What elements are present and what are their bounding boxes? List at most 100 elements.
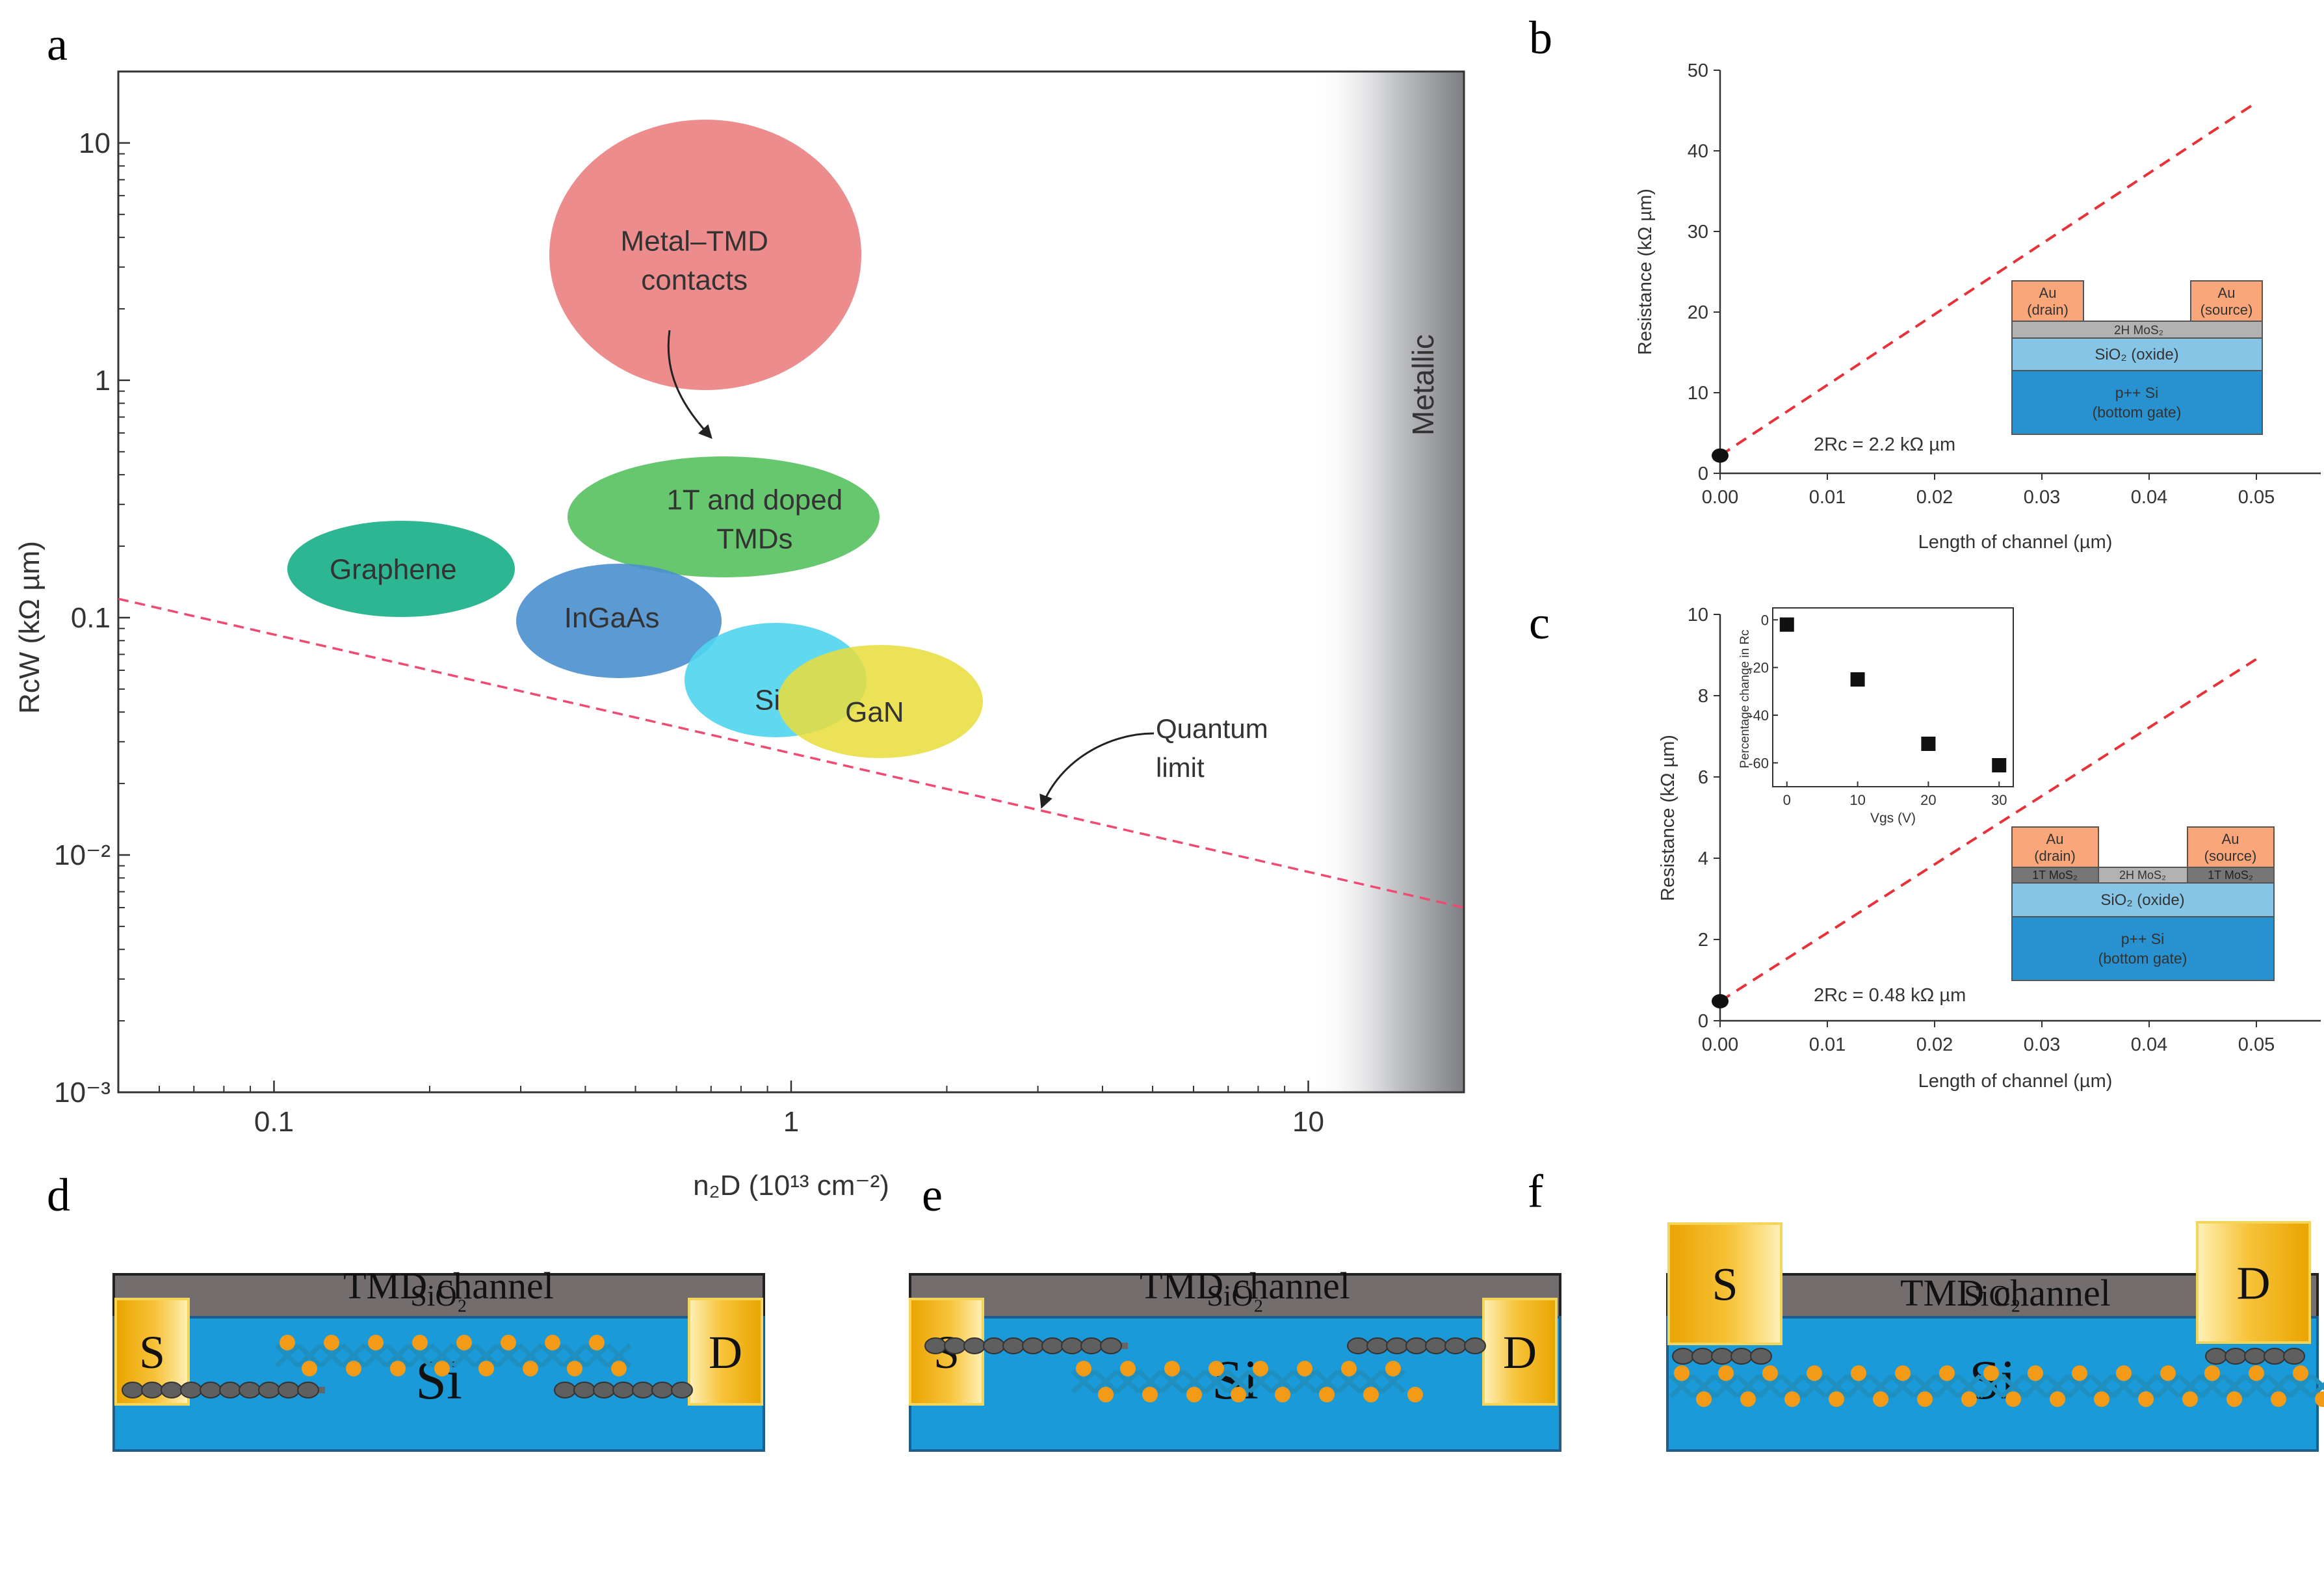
tmd-bond: [1868, 1374, 1894, 1399]
graphene-atom: [983, 1337, 1005, 1354]
tmd-bond: [2243, 1374, 2269, 1399]
graphene-atom: [141, 1382, 163, 1399]
chalcogen-atom: [1186, 1387, 1202, 1402]
panel-a-y-tick-label: 1: [95, 365, 111, 397]
tmd-bond: [1159, 1369, 1185, 1394]
panel-d-graphene-left: [122, 1382, 325, 1399]
graphene-atom: [278, 1382, 300, 1399]
panel-b-mos2-label: 2H MoS₂: [2114, 324, 2163, 337]
panel-label-c: c: [1529, 597, 1550, 649]
graphene-atom: [671, 1382, 693, 1399]
chalcogen-atom: [390, 1361, 406, 1376]
graphene-atom: [2205, 1348, 2227, 1365]
chalcogen-atom: [2028, 1365, 2043, 1381]
panel-c-inset-x-tick-label: 20: [1920, 792, 1936, 808]
tmd-bond: [1956, 1374, 1982, 1399]
chalcogen-atom: [2226, 1391, 2242, 1407]
graphene-atom: [1672, 1348, 1694, 1365]
panel-d-drain-contact-label: D: [709, 1326, 742, 1378]
panel-c-inset-points: [1779, 617, 2007, 772]
tmd-bond: [1978, 1374, 2004, 1399]
panel-e-substrate-sio2: [909, 1273, 1561, 1319]
panel-c-source-label-1: Au: [2222, 831, 2239, 847]
panel-c-chart: 0.00 0.01 0.02 0.03 0.04 0.05 0 2 4 6 8 10 2Rc = 0.…: [1658, 605, 2321, 1092]
chalcogen-atom: [1696, 1391, 1712, 1407]
panel-b-device-inset: Au (drain) Au (source) 2H MoS₂ SiO₂ (oxi…: [2011, 280, 2263, 435]
chalcogen-atom: [1718, 1365, 1734, 1381]
tmd-bond: [1071, 1369, 1097, 1394]
chalcogen-atom: [1829, 1391, 1844, 1407]
panel-f-source-contact-label: S: [1712, 1259, 1738, 1311]
panel-c-inset-data-point: [1992, 758, 2007, 772]
tmd-bond: [341, 1343, 367, 1368]
panel-e-substrate-sio2-label: SiO₂: [1207, 1279, 1264, 1312]
panel-b-ticks: 0.00 0.01 0.02 0.03 0.04 0.05 0 10 20 30 40 50: [1688, 60, 2275, 508]
panel-b-y-tick-label: 10: [1688, 383, 1708, 404]
panel-c-ticks: 0.00 0.01 0.02 0.03 0.04 0.05 0 2 4 6 8 10: [1688, 605, 2275, 1055]
panel-c-y-tick-label: 4: [1698, 848, 1708, 869]
tmd-bond: [495, 1343, 521, 1368]
tmd-bond: [562, 1343, 588, 1368]
graphene-atom: [651, 1382, 673, 1399]
graphene-atom: [1750, 1348, 1772, 1365]
graphene-atom: [297, 1382, 319, 1399]
graphene-atom: [963, 1337, 986, 1354]
chalcogen-atom: [1873, 1391, 1888, 1407]
panel-b-x-tick-label: 0.00: [1702, 487, 1738, 508]
panel-c-inset-x-tick-label: 0: [1783, 792, 1791, 808]
tmd-bond: [1934, 1374, 1960, 1399]
panel-b-oxide-layer: [2011, 337, 2263, 371]
tmd-bond: [1358, 1369, 1384, 1394]
panel-a-x-tick-label: 0.1: [254, 1106, 294, 1138]
panel-c-x-tick-label: 0.00: [1702, 1034, 1738, 1055]
chalcogen-atom: [2315, 1391, 2324, 1407]
panel-c-left-1t-label: 1T MoS₂: [2032, 869, 2078, 882]
chalcogen-atom: [478, 1361, 494, 1376]
graphene-atom: [1061, 1337, 1083, 1354]
graphene-atom: [1080, 1337, 1103, 1354]
chalcogen-atom: [1784, 1391, 1800, 1407]
chalcogen-atom: [611, 1361, 627, 1376]
panel-a-y-tick-label: 10⁻²: [54, 839, 111, 871]
tmd-bond: [2089, 1374, 2115, 1399]
panel-b-y-axis-title: Resistance (kΩ µm): [1635, 189, 1656, 355]
panel-b-x-tick-label: 0.04: [2131, 487, 2167, 508]
tmd-bond: [319, 1343, 345, 1368]
chalcogen-atom: [1341, 1361, 1357, 1376]
panel-c-inset-y-tick-label: -60: [1748, 755, 1769, 771]
panel-label-e: e: [922, 1169, 943, 1221]
chalcogen-atom: [1851, 1365, 1866, 1381]
tmd-bond: [1181, 1369, 1207, 1394]
panel-a-x-tick-label: 1: [783, 1106, 799, 1138]
panel-c-inset-x-tick-label: 10: [1849, 792, 1865, 808]
graphene-atom: [924, 1337, 947, 1354]
metal-to-1t-arrow: [667, 330, 712, 440]
tmd-bond: [451, 1343, 477, 1368]
panel-d-drain-contact-body: [688, 1298, 763, 1406]
panel-c-inset-data-point: [1779, 617, 1794, 632]
panel-c-x-tick-label: 0.05: [2238, 1034, 2275, 1055]
chalcogen-atom: [1076, 1361, 1091, 1376]
quantum-limit-arrow: [1039, 732, 1155, 809]
panel-b-gate-label-2: (bottom gate): [2093, 404, 2182, 421]
tmd-bond: [1270, 1369, 1296, 1394]
tmd-bond: [2310, 1374, 2324, 1391]
chalcogen-atom: [1275, 1387, 1290, 1402]
chalcogen-atom: [1895, 1365, 1911, 1381]
chalcogen-atom: [1098, 1387, 1114, 1402]
graphene-atom: [2225, 1348, 2247, 1365]
tmd-bond: [1823, 1374, 1849, 1399]
panel-f-source-contact-body: [1667, 1222, 1782, 1345]
tmd-bond: [1292, 1369, 1318, 1394]
chalcogen-atom: [2204, 1365, 2220, 1381]
chalcogen-atom: [2138, 1391, 2154, 1407]
panel-b-drain-label-2: (drain): [2027, 302, 2069, 318]
chalcogen-atom: [1319, 1387, 1335, 1402]
panel-e-graphene-left: [924, 1337, 1128, 1354]
panel-c-drain-label-1: Au: [2046, 831, 2064, 847]
tmd-bond: [1691, 1374, 1717, 1399]
panel-c-inset-data-point: [1850, 672, 1865, 687]
panel-c-inset-data-point: [1921, 737, 1936, 751]
graphene-atom: [1405, 1337, 1428, 1354]
